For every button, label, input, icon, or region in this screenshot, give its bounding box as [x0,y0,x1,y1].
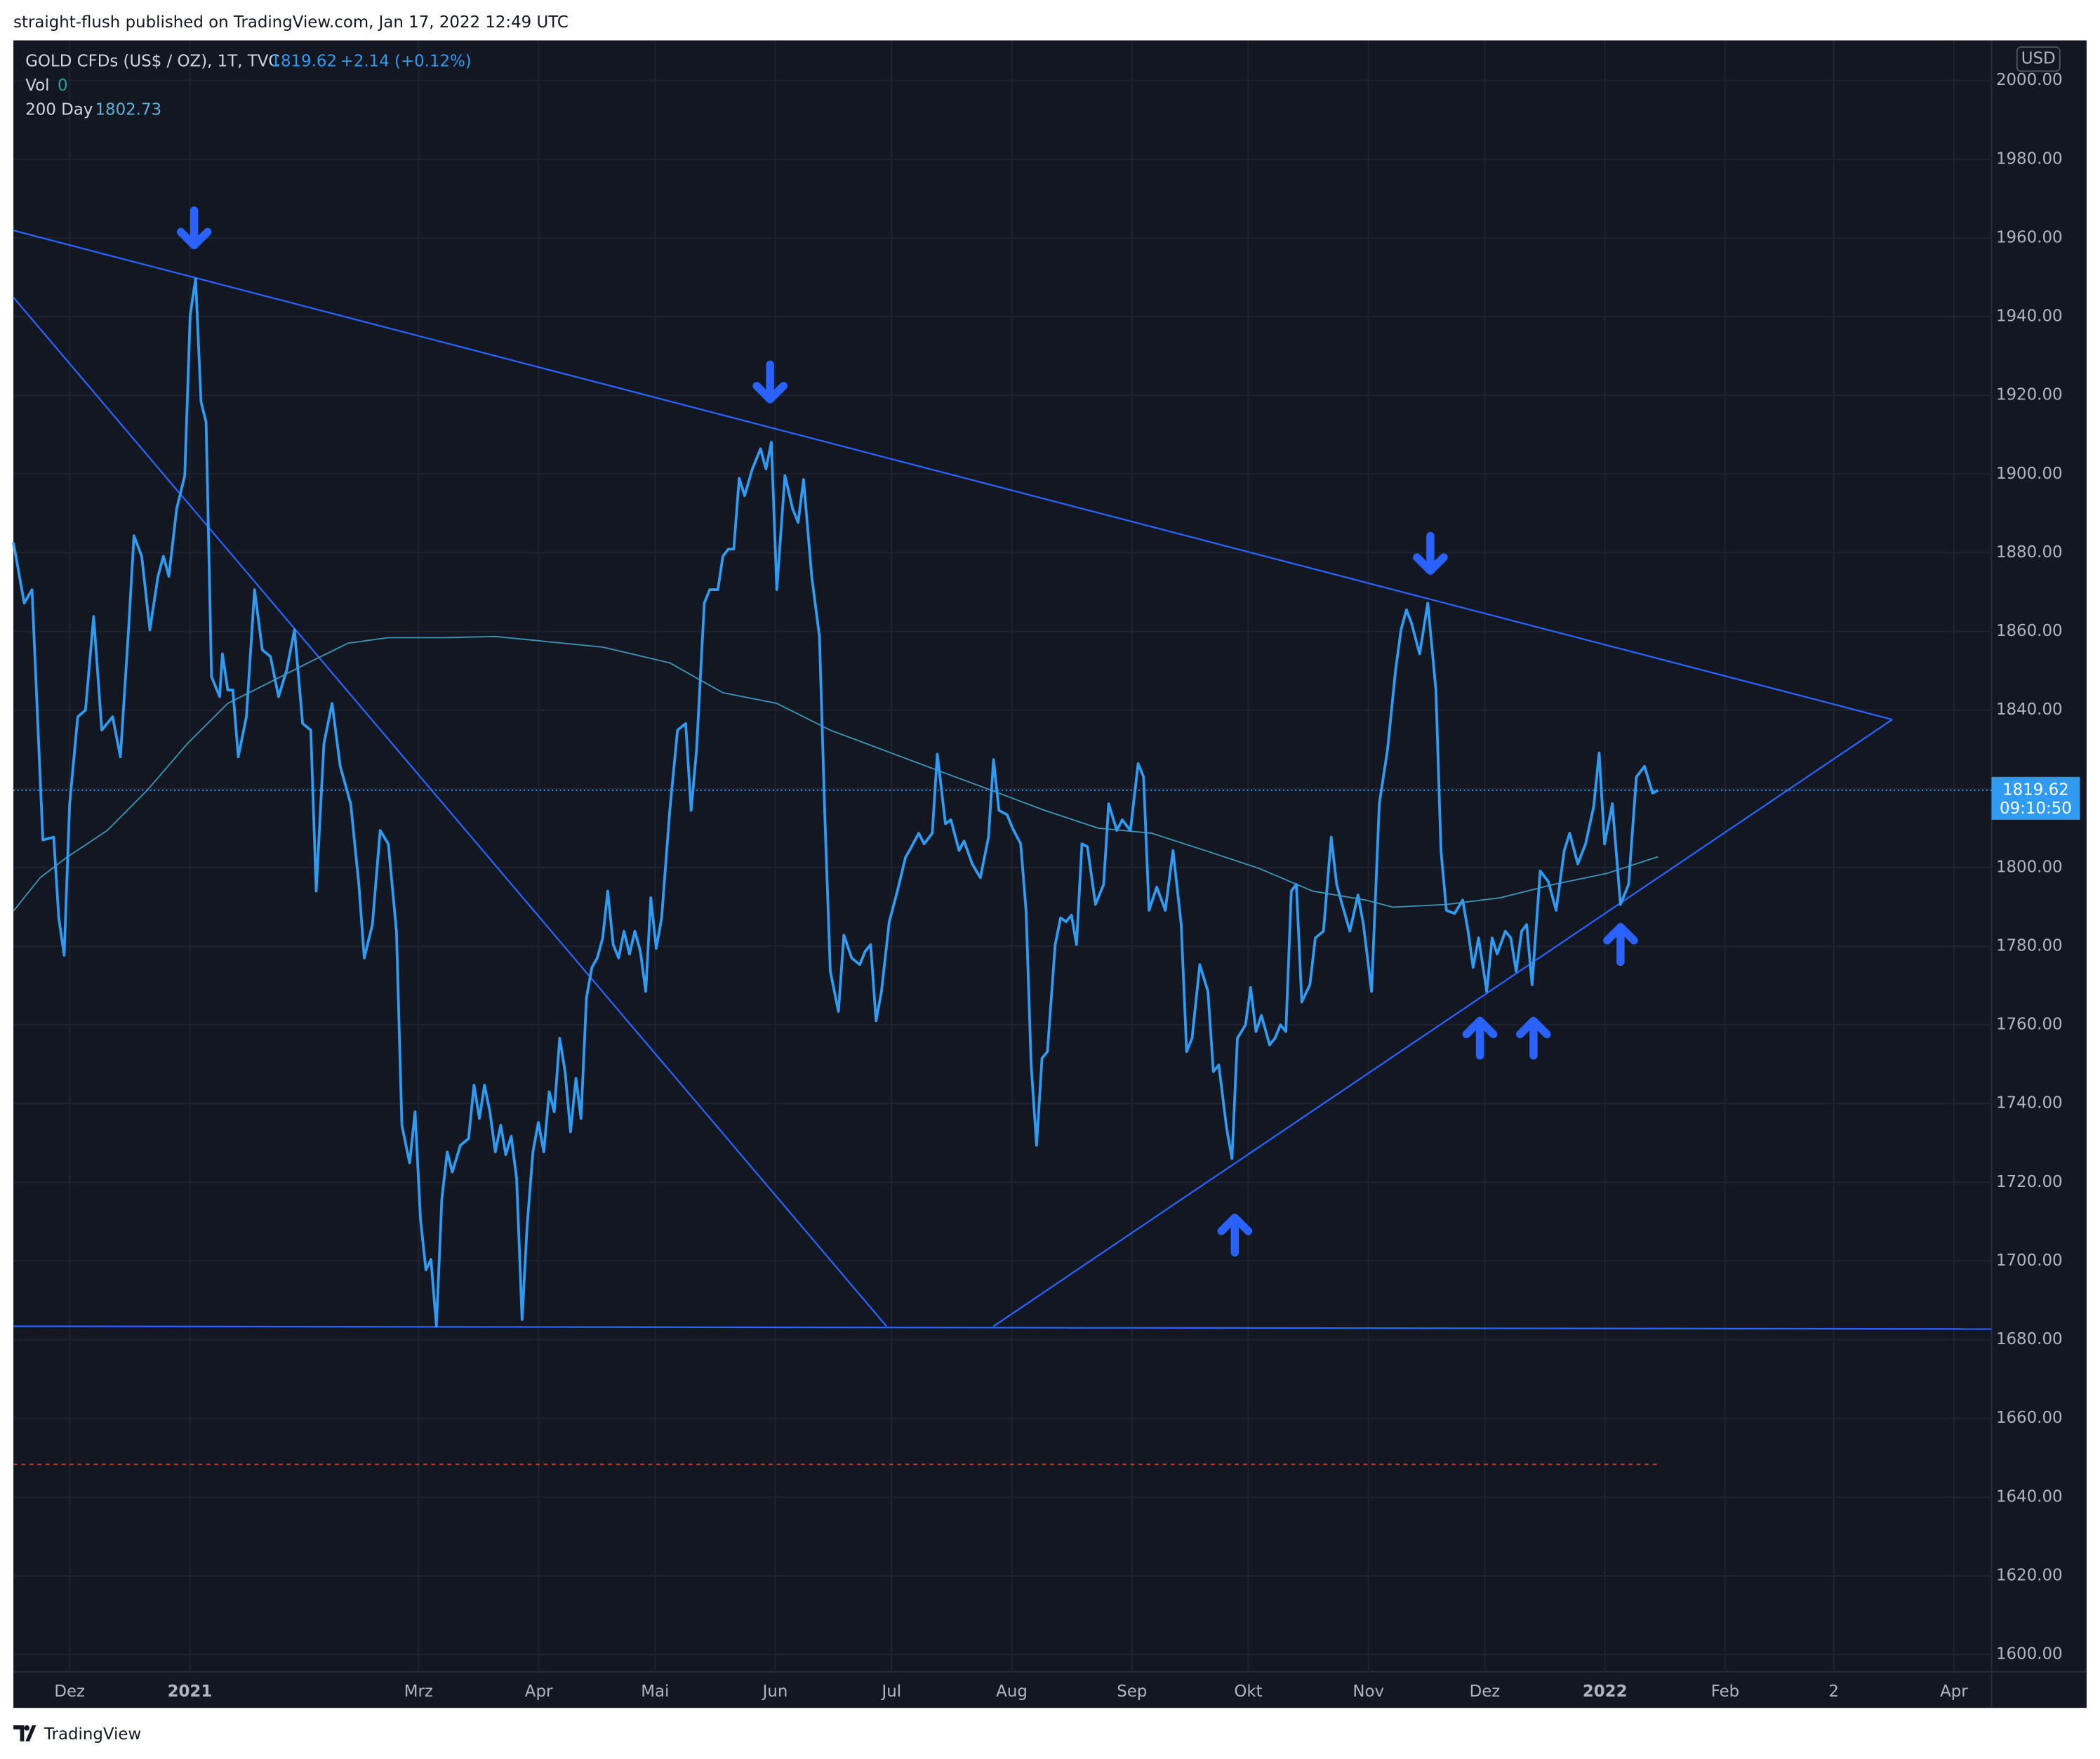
arrow-up [1603,923,1638,967]
arrow-up [1462,1016,1498,1060]
y-tick-label: 1680.00 [1996,1330,2063,1348]
legend-price: 1819.62 [270,53,337,71]
y-tick-label: 1600.00 [1996,1645,2063,1664]
x-tick-label: Mai [641,1682,669,1701]
chart-background [13,40,2087,1708]
y-tick-label: 1900.00 [1996,465,2063,483]
legend-ma-value: 1802.73 [95,100,161,119]
trend-line [13,230,1893,721]
y-tick-label: 1740.00 [1996,1094,2063,1113]
arrow-up [1516,1016,1551,1060]
legend-change: +2.14 (+0.12%) [340,53,472,71]
y-tick-label: 2000.00 [1996,71,2063,89]
price-tag-value: 1819.62 [2002,781,2069,799]
arrow-down [1413,531,1448,575]
legend: GOLD CFDs (US$ / OZ), 1T, TVC 1819.62 +2… [25,53,471,119]
x-tick-label: Jul [880,1682,901,1701]
x-tick-label: Dez [1470,1682,1501,1701]
y-tick-label: 1620.00 [1996,1566,2063,1584]
y-tick-label: 1780.00 [1996,936,2063,955]
y-tick-label: 1700.00 [1996,1252,2063,1270]
legend-volume-value: 0 [58,77,68,95]
y-tick-label: 1940.00 [1996,307,2063,326]
y-tick-label: 1660.00 [1996,1409,2063,1427]
trend-line [13,1325,1992,1330]
y-tick-label: 1840.00 [1996,701,2063,719]
x-tick-label: 2022 [1583,1682,1628,1701]
legend-series-name: GOLD CFDs (US$ / OZ), 1T, TVC [25,53,279,71]
x-tick-label: Feb [1711,1682,1740,1701]
y-tick-label: 1980.00 [1996,150,2063,168]
trend-line [992,719,1893,1327]
x-tick-label: Nov [1353,1682,1384,1701]
y-tick-label: 1960.00 [1996,228,2063,246]
y-tick-label: 1640.00 [1996,1487,2063,1506]
y-tick-label: 1920.00 [1996,386,2063,404]
arrow-down [752,360,788,404]
x-tick-label: Mrz [404,1682,433,1701]
price-tag-time: 09:10:50 [2000,799,2072,818]
trend-line [13,296,887,1327]
x-tick-label: Jun [762,1682,788,1701]
brand: TradingView [13,1725,141,1744]
y-tick-label: 1760.00 [1996,1016,2063,1034]
brand-name: TradingView [44,1725,141,1744]
legend-volume-label: Vol [25,77,49,95]
currency: USD [2021,50,2056,68]
brand-logo [13,1725,36,1741]
x-tick-label: Dez [54,1682,85,1701]
price-line [12,277,1659,1328]
y-tick-label: 1800.00 [1996,858,2063,876]
x-tick-label: 2021 [168,1682,213,1701]
header: straight-flush published on TradingView.… [13,13,569,32]
x-tick-label: Apr [1940,1682,1968,1701]
x-tick-label: Aug [996,1682,1028,1701]
x-tick-label: Okt [1234,1682,1262,1701]
price-tag [1991,776,2080,820]
currency-box[interactable] [2016,46,2061,72]
y-tick-label: 1880.00 [1996,543,2063,562]
x-tick-label: Sep [1117,1682,1147,1701]
plot [12,230,1992,1466]
x-tick-label: 2 [1828,1682,1839,1701]
grid [13,40,1992,1672]
arrow-down [176,206,212,250]
arrow-up [1217,1214,1253,1257]
y-tick-label: 1720.00 [1996,1173,2063,1191]
y-tick-label: 1860.00 [1996,622,2063,640]
legend-ma-name: 200 Day [25,100,93,119]
annotation-arrows [176,206,1638,1257]
x-tick-label: Apr [525,1682,553,1701]
